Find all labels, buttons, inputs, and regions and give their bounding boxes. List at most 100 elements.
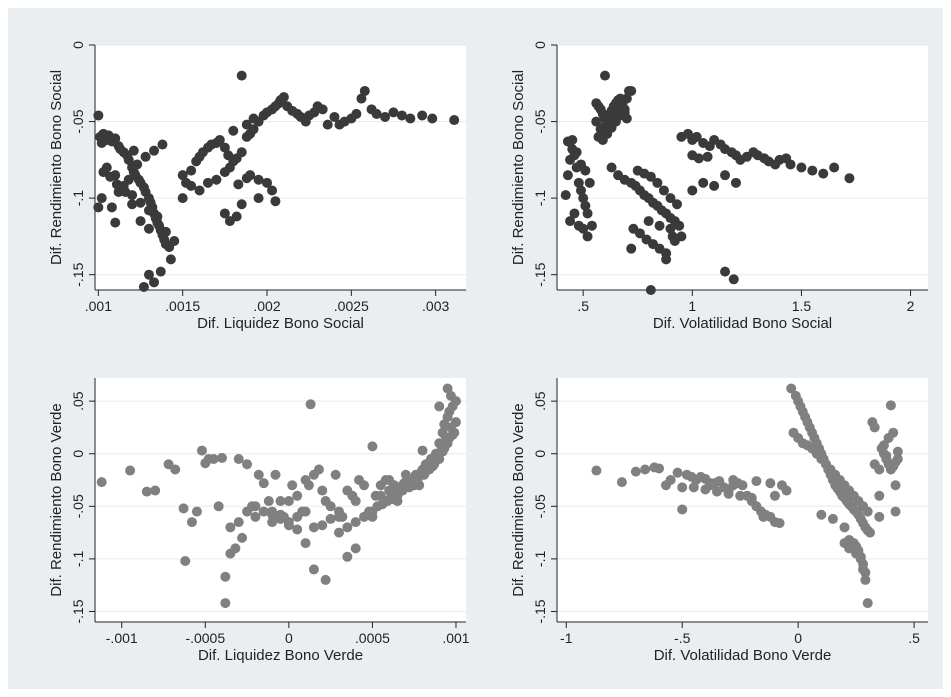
data-point xyxy=(658,185,669,196)
data-point xyxy=(270,196,281,207)
x-tick-label: .0015 xyxy=(165,298,200,314)
data-point xyxy=(135,216,146,227)
y-axis-title: Dif. Rendimiento Bono Social xyxy=(510,70,527,265)
data-point xyxy=(241,173,252,184)
data-point xyxy=(405,113,416,124)
data-point xyxy=(262,177,273,188)
data-point xyxy=(672,199,683,210)
data-point xyxy=(562,170,573,181)
chart-panel-4: .05 0 -.05 -.1 -.15 -1 -.5 0 .5 Dif. Volatilidad … xyxy=(510,378,928,664)
plot-area xyxy=(95,45,466,290)
data-point xyxy=(98,167,109,178)
data-point xyxy=(93,110,104,121)
data-point xyxy=(157,139,168,150)
data-point xyxy=(818,168,829,179)
y-tick-label: -.15 xyxy=(70,262,86,286)
data-point xyxy=(140,151,151,162)
data-point xyxy=(120,187,131,197)
data-point xyxy=(359,480,370,491)
data-point xyxy=(149,145,160,156)
data-point xyxy=(827,513,838,524)
data-point xyxy=(698,177,709,188)
y-axis-title: Dif. Rendimiento Bono Social xyxy=(48,70,65,265)
x-tick-label: .003 xyxy=(422,298,449,314)
data-point xyxy=(219,208,230,219)
data-point xyxy=(645,171,656,182)
y-tick-label: .05 xyxy=(532,391,548,411)
data-point xyxy=(225,522,236,533)
data-point xyxy=(236,147,247,158)
data-point xyxy=(267,185,278,196)
y-tick-label: -.05 xyxy=(532,494,548,518)
data-point xyxy=(333,511,344,522)
data-point xyxy=(356,93,367,104)
data-point xyxy=(728,480,739,491)
data-point xyxy=(330,469,341,480)
data-point xyxy=(242,459,253,470)
data-point xyxy=(573,177,584,188)
data-point xyxy=(213,501,224,512)
data-point xyxy=(874,511,885,522)
data-point xyxy=(270,469,281,480)
data-point xyxy=(253,193,264,204)
data-point xyxy=(661,254,672,265)
x-tick-label: 0 xyxy=(794,630,802,646)
data-point xyxy=(155,266,166,277)
data-point xyxy=(233,179,244,190)
data-point xyxy=(869,422,880,433)
data-point xyxy=(888,427,899,438)
data-point xyxy=(287,480,298,491)
data-point xyxy=(143,269,154,280)
data-point xyxy=(180,556,191,566)
data-point xyxy=(165,254,176,265)
chart-panel-3: .05 0 -.05 -.1 -.15 -.001 -.0005 0 .0005 .001 Dif.… xyxy=(48,378,470,664)
data-point xyxy=(236,199,247,210)
data-point xyxy=(141,486,152,497)
data-point xyxy=(569,208,580,219)
data-point xyxy=(417,445,428,456)
x-tick-label: .0025 xyxy=(334,298,369,314)
y-tick-label: 0 xyxy=(70,41,86,49)
chart-panel-1: 0 -.05 -.1 -.15 .001 .0015 .002 .0025 .003 Dif. L… xyxy=(48,41,466,332)
data-point xyxy=(143,223,154,234)
data-point xyxy=(178,503,189,514)
data-point xyxy=(720,170,731,181)
data-point xyxy=(303,480,314,491)
data-point xyxy=(292,490,303,501)
data-point xyxy=(844,173,855,184)
data-point xyxy=(417,110,428,121)
data-point xyxy=(196,445,207,456)
data-point xyxy=(380,111,391,122)
data-point xyxy=(186,180,197,191)
x-tick-label: .002 xyxy=(253,298,280,314)
data-point xyxy=(93,202,104,213)
data-point xyxy=(317,520,328,531)
x-axis-title: Dif. Volatilidad Bono Social xyxy=(653,315,832,332)
data-point xyxy=(677,482,688,493)
data-point xyxy=(652,177,663,188)
y-tick-label: -.05 xyxy=(70,109,86,133)
data-point xyxy=(329,111,340,122)
data-point xyxy=(248,113,259,124)
data-point xyxy=(730,177,741,188)
data-point xyxy=(230,543,241,554)
data-point xyxy=(214,134,225,145)
data-point xyxy=(796,162,807,173)
data-point xyxy=(878,440,889,451)
data-point xyxy=(606,162,617,173)
data-point xyxy=(586,220,597,231)
x-axis-title: Dif. Liquidez Bono Social xyxy=(197,315,364,332)
data-point xyxy=(728,274,739,285)
data-point xyxy=(881,450,892,461)
data-point xyxy=(275,513,286,524)
data-point xyxy=(351,108,362,119)
data-point xyxy=(444,406,455,417)
data-point xyxy=(580,165,591,176)
data-point xyxy=(342,522,353,533)
data-point xyxy=(320,574,331,585)
data-point xyxy=(447,429,458,440)
data-point xyxy=(211,174,222,185)
data-point xyxy=(437,446,448,457)
data-point xyxy=(619,104,630,115)
